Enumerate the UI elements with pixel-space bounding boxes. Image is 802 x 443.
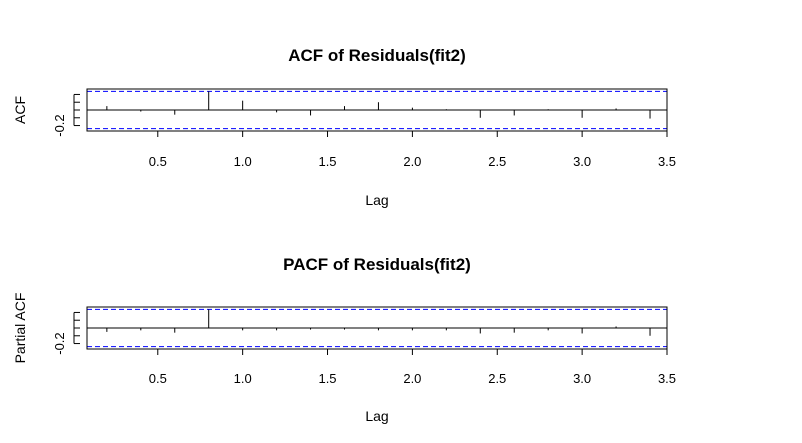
y-tick-label: -0.2 <box>52 332 67 354</box>
x-tick-label: 3.0 <box>573 154 591 169</box>
y-axis-label: ACF <box>12 96 28 124</box>
chart-title: ACF of Residuals(fit2) <box>288 46 466 65</box>
chart-title: PACF of Residuals(fit2) <box>283 255 471 274</box>
plot-frame <box>86 306 668 350</box>
chart-panel-1: ACF of Residuals(fit2) 0.5 1.0 1.5 2.0 2.5 3.0… <box>12 46 676 208</box>
x-tick-label: 2.0 <box>403 154 421 169</box>
plot-frame <box>86 88 668 132</box>
x-tick-label: 1.5 <box>318 154 336 169</box>
x-tick-label: 0.5 <box>149 371 167 386</box>
x-axis-label: Lag <box>365 408 388 424</box>
chart-panel-2: PACF of Residuals(fit2) 0.5 1.0 1.5 2.0 2.5 3.… <box>12 255 676 424</box>
x-tick-label: 2.5 <box>488 154 506 169</box>
x-tick-label: 3.5 <box>658 371 676 386</box>
x-tick-label: 0.5 <box>149 154 167 169</box>
x-tick-label: 2.5 <box>488 371 506 386</box>
y-tick-label: -0.2 <box>52 114 67 136</box>
x-tick-label: 1.0 <box>234 154 252 169</box>
x-tick-label: 3.5 <box>658 154 676 169</box>
x-tick-label: 1.0 <box>234 371 252 386</box>
y-axis-label: Partial ACF <box>12 293 28 364</box>
x-axis-label: Lag <box>365 192 388 208</box>
x-tick-label: 2.0 <box>403 371 421 386</box>
x-tick-label: 1.5 <box>318 371 336 386</box>
x-tick-label: 3.0 <box>573 371 591 386</box>
